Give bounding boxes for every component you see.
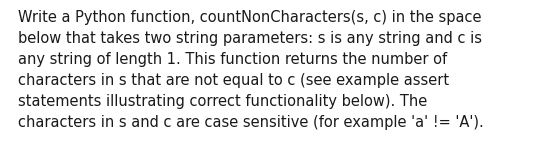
Text: Write a Python function, countNonCharacters(s, c) in the space
below that takes : Write a Python function, countNonCharact… xyxy=(18,10,484,130)
